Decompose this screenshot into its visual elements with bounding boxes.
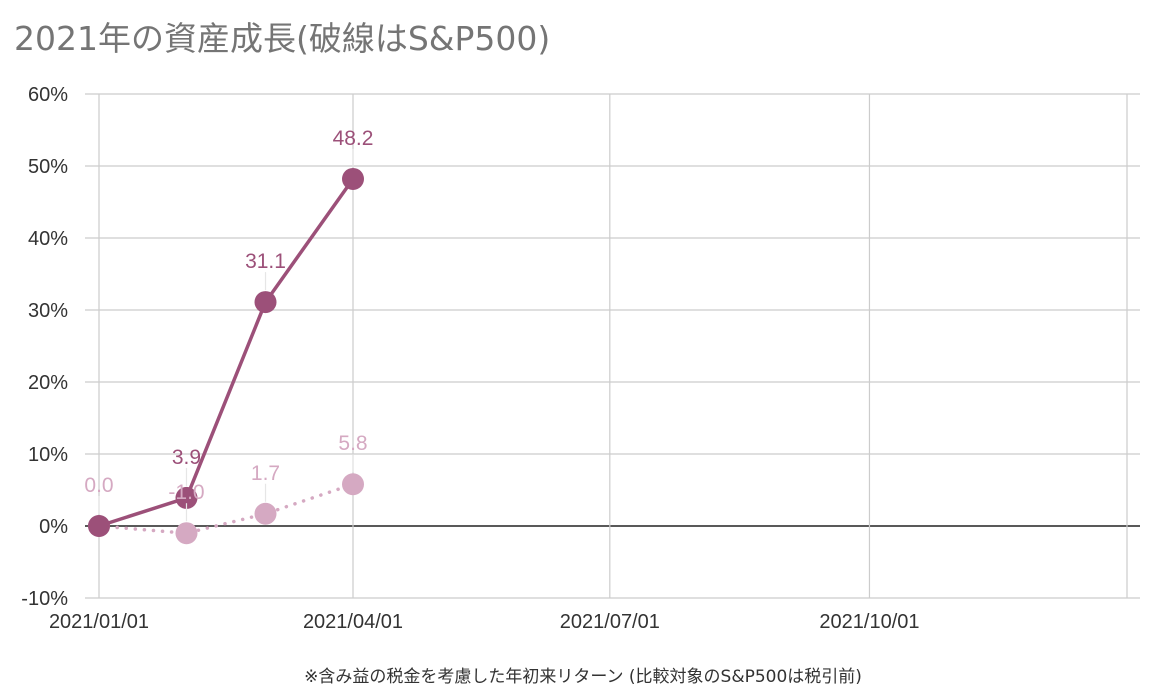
grid <box>85 93 1140 599</box>
x-tick-label: 2021/10/01 <box>819 611 919 633</box>
portfolio-point <box>342 167 364 190</box>
y-tick-label: 20% <box>28 372 68 394</box>
sp500-point <box>254 502 277 525</box>
y-tick-label: 0% <box>39 516 68 538</box>
x-tick-label: 2021/04/01 <box>303 611 403 633</box>
sp500-data-label: 5.8 <box>338 432 367 455</box>
sp500-data-label: -1.0 <box>168 481 204 504</box>
y-tick-label: 50% <box>28 156 68 178</box>
portfolio-data-label: 31.1 <box>245 250 286 273</box>
x-tick-label: 2021/01/01 <box>49 611 149 633</box>
portfolio-data-label: 48.2 <box>333 127 374 150</box>
sp500-data-label: 1.7 <box>251 462 280 485</box>
y-tick-label: -10% <box>21 588 68 610</box>
series-layer <box>88 167 364 545</box>
portfolio-point <box>175 486 198 509</box>
portfolio-data-label: 3.9 <box>172 446 201 469</box>
chart-title: 2021年の資産成長(破線はS&P500) <box>14 19 551 58</box>
portfolio-line <box>98 177 355 528</box>
y-tick-label: 10% <box>28 444 68 466</box>
y-tick-label: 40% <box>28 228 68 250</box>
x-tick-label: 2021/07/01 <box>560 611 660 633</box>
sp500-point <box>175 522 198 545</box>
data-labels: 0.0 -1.0 1.7 5.8 3.9 31.1 48.2 <box>84 127 374 522</box>
y-axis-ticks: 60% 50% 40% 30% 20% 10% 0% -10% <box>21 84 68 610</box>
sp500-point <box>342 473 364 496</box>
portfolio-point <box>88 515 110 537</box>
x-axis-ticks: 2021/01/01 2021/04/01 2021/07/01 2021/10/01 <box>49 611 920 633</box>
sp500-line <box>97 482 355 535</box>
y-tick-label: 30% <box>28 300 68 322</box>
sp500-data-label: 0.0 <box>84 474 113 497</box>
footnote: ※含み益の税金を考慮した年初来リターン (比較対象のS&P500は税引前) <box>304 667 862 687</box>
portfolio-point <box>254 291 277 314</box>
y-tick-label: 60% <box>28 84 68 106</box>
